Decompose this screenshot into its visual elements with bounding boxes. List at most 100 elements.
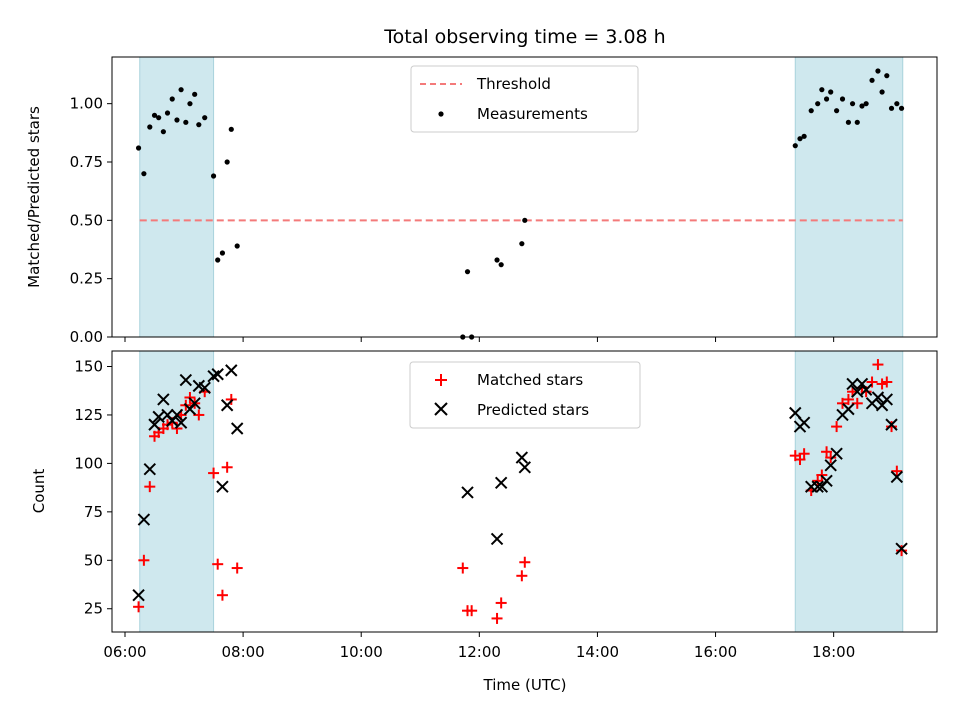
legend-matched-swatch [435, 374, 447, 386]
predicted-star-point [789, 406, 802, 420]
legend-measurements-swatch [438, 111, 444, 117]
matched-star-point [872, 359, 884, 371]
top-shaded-interval [794, 56, 904, 338]
matched-star-point [495, 597, 507, 609]
legend-matched-label: Matched stars [477, 371, 583, 389]
x-tick-label: 08:00 [221, 643, 264, 661]
measurement-point [519, 241, 525, 247]
measurement-point [875, 68, 881, 74]
matched-star-point [837, 397, 849, 409]
predicted-star-point [890, 470, 904, 484]
top-shaded-interval [139, 56, 215, 338]
matched-star-point [851, 397, 863, 409]
measurement-point [828, 89, 834, 95]
bottom-axis-ticks: 25 50 75 100 125 150 06:00 08:00 10:00 12:00 14:00… [74, 358, 855, 661]
measurement-point [863, 101, 869, 107]
top-y-tick-label: 0.25 [70, 270, 103, 288]
measurement-point [879, 89, 885, 95]
bottom-y-tick-label: 100 [74, 454, 103, 472]
x-tick-label: 14:00 [576, 643, 619, 661]
top-legend: Threshold Measurements [410, 65, 639, 133]
bottom-legend-box [409, 361, 641, 429]
measurement-point [160, 129, 166, 135]
matched-star-point [138, 554, 150, 566]
predicted-star-point [895, 542, 908, 555]
measurement-point [192, 91, 198, 97]
predicted-star-point [830, 447, 843, 460]
x-tick-label: 06:00 [103, 643, 146, 661]
predicted-star-point [494, 476, 508, 489]
matched-star-point [896, 545, 908, 557]
predicted-star-point [225, 364, 238, 377]
measurement-point [859, 103, 865, 109]
matched-star-point [144, 481, 156, 493]
matched-star-point [798, 448, 810, 460]
predicted-star-point [174, 416, 188, 429]
measurement-point [151, 112, 158, 118]
top-legend-box [410, 65, 639, 133]
matched-star-point [891, 465, 903, 477]
measurement-point [147, 124, 153, 130]
bottom-legend: Matched stars Predicted stars [409, 361, 641, 429]
top-axis-ticks: 0.00 0.25 0.50 0.75 1.00 [70, 95, 835, 346]
predicted-star-point [855, 377, 869, 391]
predicted-star-point [137, 513, 151, 526]
matched-star-point [457, 562, 469, 574]
bottom-y-tick-label: 75 [84, 503, 103, 521]
matched-star-point [516, 570, 528, 582]
bottom-y-tick-label: 125 [74, 406, 103, 424]
measurement-point [219, 250, 226, 256]
predicted-star-point [461, 486, 474, 499]
measurement-point [888, 105, 895, 111]
predicted-star-point [132, 588, 145, 602]
measurement-point [234, 243, 240, 249]
measurement-point [839, 96, 846, 102]
predicted-star-point [820, 474, 833, 488]
predicted-star-point [846, 377, 859, 391]
matched-star-point [886, 421, 898, 433]
measurement-point [178, 87, 184, 93]
measurement-point [849, 101, 856, 107]
predicted-star-point [216, 480, 229, 493]
predicted-star-point [880, 393, 894, 406]
predicted-star-point [885, 418, 898, 431]
matched-star-point [216, 589, 228, 601]
predicted-star-point [811, 480, 824, 493]
measurement-point [869, 77, 875, 83]
top-panel: 0.00 0.25 0.50 0.75 1.00 Matched/Predicted s… [25, 56, 938, 346]
matched-star-point [133, 601, 145, 613]
measurement-point [815, 101, 821, 107]
legend-threshold-label: Threshold [476, 75, 551, 93]
matched-star-point [221, 461, 233, 473]
measurement-point [183, 119, 189, 125]
measurement-point [210, 173, 217, 179]
top-axes-frame [111, 56, 938, 338]
legend-predicted-label: Predicted stars [477, 401, 589, 419]
matched-star-point [208, 467, 220, 479]
predicted-star-point [148, 418, 161, 431]
predicted-star-point [220, 399, 234, 412]
top-y-tick-label: 1.00 [70, 95, 103, 113]
measurement-point [174, 117, 180, 123]
matched-star-point [821, 446, 833, 458]
predicted-star-point [170, 408, 184, 422]
measurement-point [464, 269, 471, 275]
predicted-star-point [157, 393, 170, 406]
bottom-shaded-interval [139, 350, 215, 633]
top-y-tick-label: 0.00 [70, 328, 103, 346]
x-tick-label: 18:00 [812, 643, 855, 661]
predicted-star-point [143, 463, 157, 476]
predicted-star-point [188, 397, 201, 410]
matched-star-point [812, 475, 824, 487]
measurement-point [169, 96, 175, 102]
bottom-y-tick-label: 50 [84, 551, 103, 569]
measurement-point [801, 133, 807, 139]
matched-star-point [212, 558, 224, 570]
predicted-star-point [824, 459, 837, 472]
legend-predicted-swatch [434, 402, 448, 416]
measurement-point [228, 126, 234, 132]
measurement-point [898, 105, 905, 111]
measurement-point [894, 101, 900, 107]
measurement-point [498, 262, 504, 268]
